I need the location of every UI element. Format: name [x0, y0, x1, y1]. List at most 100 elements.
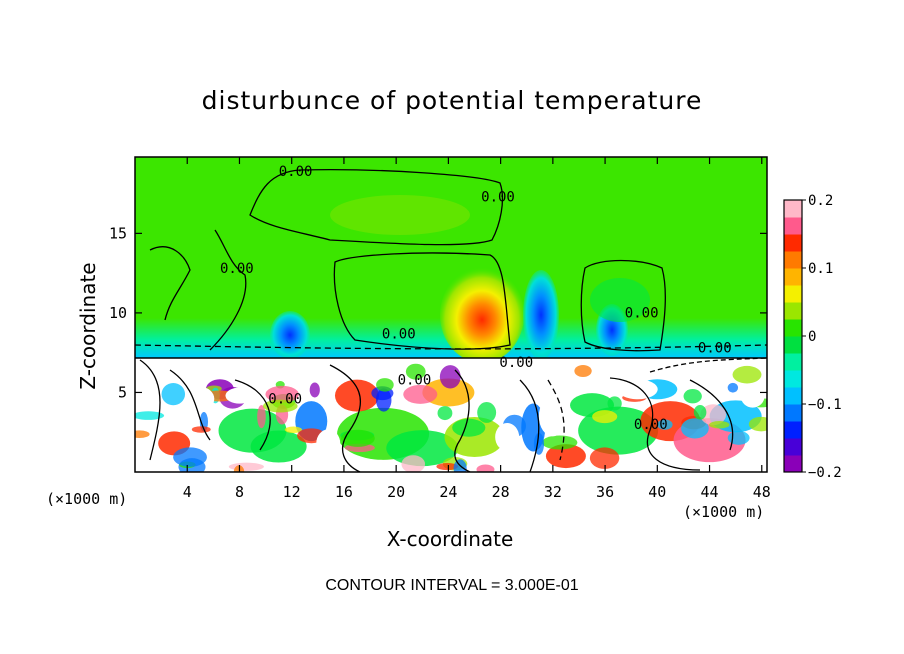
x-tick-label: 4 [183, 483, 192, 501]
turbulent-blob [592, 410, 618, 424]
contour-label: 0.00 [499, 355, 533, 371]
colorbar-level [784, 217, 802, 235]
turbulent-blob [422, 378, 475, 407]
colorbar-level [784, 268, 802, 286]
turbulent-blob [727, 382, 739, 393]
turbulent-blob [135, 430, 150, 439]
turbulent-blob [657, 419, 673, 430]
turbulent-blob [709, 420, 730, 429]
turbulent-blob [607, 396, 622, 411]
x-unit-left: (×1000 m) [46, 490, 128, 508]
vortex-core [186, 386, 215, 411]
y-tick-label: 10 [109, 304, 127, 322]
x-tick-label: 32 [544, 483, 562, 501]
turbulent-blob [476, 464, 495, 472]
contour-label: 0.00 [698, 341, 732, 357]
turbulent-blob [263, 399, 298, 413]
contour-label: 0.00 [220, 261, 254, 277]
colorbar-ticks: 0.2 0.1 0 −0.1 −0.2 [802, 193, 842, 481]
turbulent-blob [309, 382, 320, 398]
turbulent-blob [453, 459, 467, 472]
colorbar-level [784, 285, 802, 303]
green-patch-a [330, 195, 470, 235]
turbulent-blob [401, 455, 426, 472]
x-tick-label: 16 [335, 483, 353, 501]
turbulent-blob [135, 411, 165, 420]
plot-frame [134, 156, 768, 473]
y-tick-label: 5 [118, 383, 127, 401]
x-tick-label: 48 [753, 483, 771, 501]
turbulent-blob [732, 365, 762, 384]
x-tick-label: 40 [648, 483, 666, 501]
lower-turbulent-layer [135, 363, 767, 472]
colorbar-level [784, 251, 802, 269]
turbulent-blob [257, 404, 266, 429]
colorbar-level [784, 302, 802, 320]
chart-title: disturbunce of potential temperature [201, 86, 703, 115]
colorbar-level [784, 455, 802, 473]
colorbar-level [784, 404, 802, 422]
contour-label: 0.00 [625, 306, 659, 322]
turbulent-blob [403, 384, 438, 404]
x-axis-label: X-coordinate [386, 527, 514, 551]
colorbar-level [784, 370, 802, 388]
vortex-core [617, 379, 658, 400]
turbulent-blob [376, 378, 394, 392]
contour-label: 0.00 [382, 326, 416, 342]
vortex-core [316, 429, 341, 458]
turbulent-blob [541, 435, 578, 450]
contour-labels: 0.00 0.00 0.00 0.00 0.00 0.00 0.00 0.00 0.00 0.00 [220, 164, 732, 433]
green-patch-b [590, 278, 650, 322]
x-tick-label: 36 [596, 483, 614, 501]
contour-label: 0.00 [634, 417, 668, 433]
x-tick-label: 20 [387, 483, 405, 501]
contour-label: 0.00 [398, 373, 432, 389]
turbulent-blob [334, 379, 379, 412]
turbulent-blob [386, 430, 459, 467]
turbulent-blob [545, 444, 586, 469]
colorbar-level [784, 319, 802, 337]
turbulent-blob [265, 385, 299, 403]
y-axis-label: Z-coordinate [76, 262, 100, 390]
colorbar-level [784, 421, 802, 439]
colorbar-level [784, 438, 802, 456]
turbulent-blob [700, 404, 727, 426]
turbulent-blob [405, 363, 426, 380]
turbulent-blob [191, 426, 211, 433]
colorbar-level [784, 353, 802, 371]
vortex-core [225, 387, 254, 404]
contour-label: 0.00 [268, 392, 302, 408]
contour-label: 0.00 [481, 190, 515, 206]
turbulent-blob [340, 429, 375, 447]
turbulent-blob [436, 462, 459, 471]
vortex-core [495, 423, 520, 451]
x-tick-label: 12 [283, 483, 301, 501]
x-axis: 4 8 12 16 20 24 28 32 36 40 44 48 [183, 157, 771, 501]
colorbar-tick-label: 0 [808, 329, 816, 345]
vortex-core [740, 383, 765, 408]
y-tick-label: 15 [109, 224, 127, 242]
colorbar-tick-label: −0.1 [808, 397, 842, 413]
turbulent-blob [727, 430, 750, 445]
colorbar-level [784, 336, 802, 354]
x-unit-right: (×1000 m) [683, 503, 765, 521]
vortex-core [538, 396, 567, 437]
colorbar [783, 199, 803, 473]
cool-anomaly-2 [270, 311, 310, 359]
turbulent-blob [250, 430, 307, 463]
x-tick-label: 24 [439, 483, 457, 501]
contour-interval-text: CONTOUR INTERVAL = 3.000E-01 [325, 577, 579, 594]
x-tick-label: 8 [235, 483, 244, 501]
colorbar-level [784, 234, 802, 252]
contour-label: 0.00 [279, 164, 313, 180]
warm-anomaly [440, 267, 524, 363]
turbulent-blob [452, 418, 486, 437]
turbulent-blob [693, 404, 707, 420]
turbulent-blob [574, 365, 592, 378]
colorbar-level [784, 387, 802, 405]
turbulent-blob [683, 389, 702, 404]
turbulent-blob [439, 365, 461, 389]
turbulent-blob [228, 462, 264, 471]
x-tick-label: 28 [492, 483, 510, 501]
